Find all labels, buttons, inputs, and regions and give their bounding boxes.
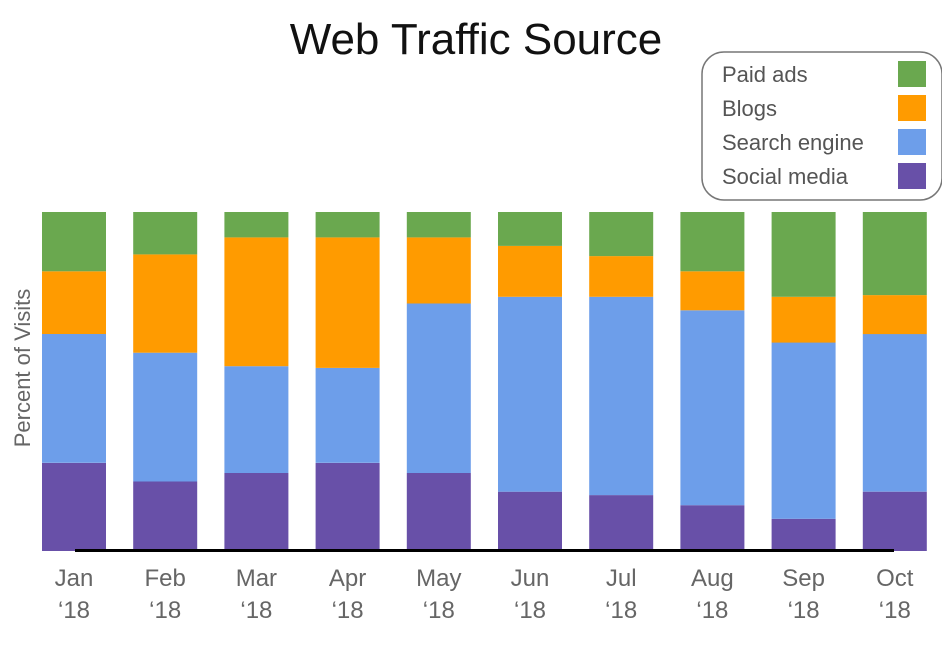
bar-jan-blogs	[42, 271, 106, 334]
x-tick-label-jan-year: ‘18	[58, 597, 90, 624]
x-tick-label-aug-year: ‘18	[696, 597, 728, 624]
legend-swatch-search-engine	[898, 129, 926, 155]
bar-mar-blogs	[224, 237, 289, 367]
bar-may-social-media	[406, 473, 471, 551]
x-tick-label-apr-month: Apr	[329, 565, 366, 592]
legend-box	[701, 51, 942, 201]
x-tick-label-jan-month: Jan	[55, 565, 94, 592]
legend-swatch-blogs	[898, 95, 926, 121]
bar-jun-search-engine	[498, 296, 562, 492]
legend: Paid ads Blogs Search engine Social media	[701, 51, 942, 201]
x-tick-label-feb-month: Feb	[145, 565, 186, 592]
bar-mar-paid-ads	[224, 212, 289, 238]
legend-swatch-social-media	[898, 163, 926, 189]
bar-jun-paid-ads	[498, 212, 562, 246]
x-tick-label-sep-year: ‘18	[788, 597, 820, 624]
bar-oct-blogs	[862, 295, 927, 335]
bar-may-blogs	[406, 237, 471, 304]
bar-aug-blogs	[680, 271, 745, 311]
legend-label-social-media: Social media	[722, 164, 849, 189]
bar-apr-search-engine	[315, 367, 380, 463]
x-tick-label-oct-year: ‘18	[879, 597, 911, 624]
bar-apr-social-media	[315, 462, 380, 551]
bar-jul-social-media	[589, 495, 654, 551]
legend-swatch-paid-ads	[898, 61, 926, 87]
x-tick-label-oct-month: Oct	[876, 565, 914, 592]
bar-aug-paid-ads	[680, 212, 745, 272]
bar-jun-blogs	[498, 245, 562, 297]
bar-feb-search-engine	[133, 352, 198, 482]
bar-feb-social-media	[133, 481, 198, 551]
x-tick-label-mar-year: ‘18	[240, 597, 272, 624]
bar-aug-search-engine	[680, 310, 745, 506]
chart-title: Web Traffic Source	[290, 15, 663, 64]
bar-sep-social-media	[771, 518, 836, 551]
bar-may-search-engine	[406, 303, 471, 473]
bar-jan-search-engine	[42, 334, 106, 463]
bar-apr-blogs	[315, 237, 380, 368]
x-tick-label-jul-year: ‘18	[605, 597, 637, 624]
bar-oct-social-media	[862, 491, 927, 551]
bar-apr-paid-ads	[315, 212, 380, 238]
x-tick-label-jun-year: ‘18	[514, 597, 546, 624]
bar-jul-search-engine	[589, 296, 654, 496]
bar-oct-search-engine	[862, 334, 927, 492]
y-axis-label: Percent of Visits	[10, 289, 35, 448]
bar-jun-social-media	[498, 491, 562, 551]
bars-group	[42, 212, 927, 551]
x-tick-label-apr-year: ‘18	[332, 597, 364, 624]
x-tick-labels: Jan ‘18 Feb ‘18 Mar ‘18 Apr ‘18 May ‘18 Jun ‘18 Jul ‘…	[55, 565, 914, 624]
bar-feb-blogs	[133, 254, 198, 353]
bar-sep-blogs	[771, 296, 836, 343]
x-tick-label-may-month: May	[416, 565, 461, 592]
bar-sep-search-engine	[771, 342, 836, 519]
bar-mar-search-engine	[224, 366, 289, 473]
bar-jan-paid-ads	[42, 212, 106, 272]
legend-label-blogs: Blogs	[722, 96, 777, 121]
x-tick-label-aug-month: Aug	[691, 565, 734, 592]
bar-jul-paid-ads	[589, 212, 654, 257]
bar-oct-paid-ads	[862, 212, 927, 296]
x-tick-label-mar-month: Mar	[236, 565, 277, 592]
bar-aug-social-media	[680, 505, 745, 551]
bar-sep-paid-ads	[771, 212, 836, 297]
bar-feb-paid-ads	[133, 212, 198, 255]
legend-label-paid-ads: Paid ads	[722, 62, 808, 87]
bar-mar-social-media	[224, 473, 289, 551]
x-tick-label-sep-month: Sep	[782, 565, 825, 592]
bar-jan-social-media	[42, 462, 106, 551]
x-tick-label-may-year: ‘18	[423, 597, 455, 624]
legend-label-search-engine: Search engine	[722, 130, 864, 155]
x-tick-label-feb-year: ‘18	[149, 597, 181, 624]
x-tick-label-jul-month: Jul	[606, 565, 637, 592]
x-tick-label-jun-month: Jun	[511, 565, 550, 592]
bar-jul-blogs	[589, 256, 654, 297]
bar-may-paid-ads	[406, 212, 471, 238]
